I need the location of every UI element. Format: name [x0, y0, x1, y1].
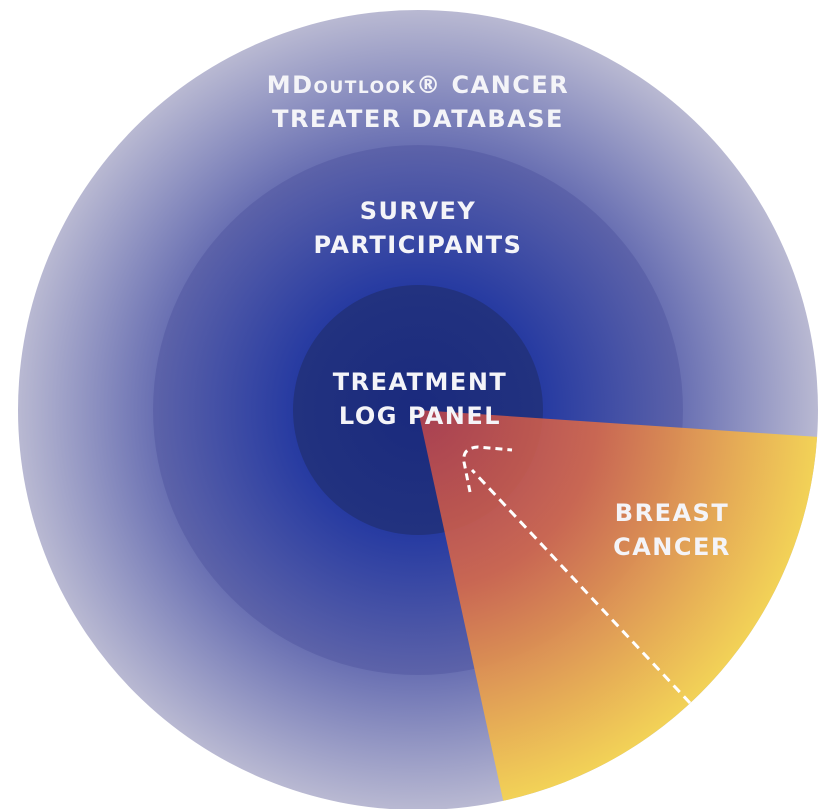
middle-label-line: SURVEY: [360, 197, 477, 225]
middle-label-line: PARTICIPANTS: [314, 231, 523, 259]
dashed-arrow: [470, 468, 692, 705]
arrow-hook: [462, 445, 513, 493]
outer-label-line: TREATER DATABASE: [272, 105, 564, 133]
inner-label-line: TREATMENT: [333, 368, 508, 396]
inner-label-line: LOG PANEL: [339, 402, 501, 430]
segment-label-line: CANCER: [613, 533, 731, 561]
segment-label-line: BREAST: [615, 499, 729, 527]
segment-wedge: [418, 410, 818, 801]
outer-label-line: MDoutlook® CANCER: [267, 71, 570, 99]
